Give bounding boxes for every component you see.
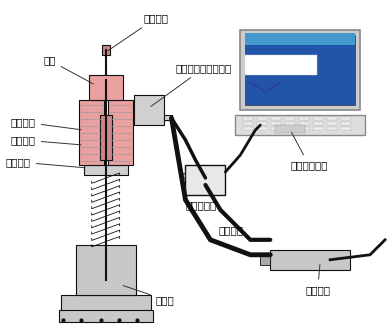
Text: 顶母: 顶母: [43, 55, 93, 84]
FancyBboxPatch shape: [271, 117, 281, 120]
FancyBboxPatch shape: [245, 55, 317, 75]
Text: 油缸支座: 油缸支座: [6, 157, 85, 168]
FancyBboxPatch shape: [245, 35, 355, 105]
FancyBboxPatch shape: [271, 127, 281, 130]
FancyBboxPatch shape: [243, 117, 253, 120]
FancyBboxPatch shape: [245, 33, 355, 45]
Text: 提升油缸: 提升油缸: [11, 135, 81, 145]
FancyBboxPatch shape: [257, 127, 267, 130]
FancyBboxPatch shape: [313, 122, 323, 125]
FancyBboxPatch shape: [235, 115, 365, 135]
FancyBboxPatch shape: [285, 117, 295, 120]
FancyBboxPatch shape: [313, 117, 323, 120]
FancyBboxPatch shape: [271, 122, 281, 125]
FancyBboxPatch shape: [240, 30, 360, 110]
FancyBboxPatch shape: [327, 117, 337, 120]
FancyBboxPatch shape: [257, 122, 267, 125]
FancyBboxPatch shape: [59, 310, 152, 322]
Text: 液压油管: 液压油管: [218, 225, 243, 235]
FancyBboxPatch shape: [327, 122, 337, 125]
FancyBboxPatch shape: [84, 165, 128, 175]
FancyBboxPatch shape: [341, 122, 351, 125]
FancyBboxPatch shape: [299, 122, 309, 125]
FancyBboxPatch shape: [341, 127, 351, 130]
FancyBboxPatch shape: [89, 75, 123, 100]
FancyBboxPatch shape: [108, 100, 133, 165]
FancyBboxPatch shape: [79, 100, 104, 165]
FancyBboxPatch shape: [260, 255, 270, 265]
FancyBboxPatch shape: [102, 45, 110, 55]
Text: 手动油泵: 手动油泵: [305, 264, 330, 295]
FancyBboxPatch shape: [243, 122, 253, 125]
FancyBboxPatch shape: [61, 295, 151, 313]
Text: 数据采集终端: 数据采集终端: [290, 132, 328, 170]
Text: 连接螺母: 连接螺母: [11, 117, 81, 130]
FancyBboxPatch shape: [275, 125, 305, 133]
FancyBboxPatch shape: [285, 127, 295, 130]
FancyBboxPatch shape: [257, 117, 267, 120]
FancyBboxPatch shape: [180, 173, 185, 178]
FancyBboxPatch shape: [299, 117, 309, 120]
FancyBboxPatch shape: [243, 127, 253, 130]
FancyBboxPatch shape: [76, 245, 135, 295]
FancyBboxPatch shape: [341, 117, 351, 120]
Text: 中心连杆: 中心连杆: [108, 13, 168, 51]
FancyBboxPatch shape: [164, 115, 171, 120]
FancyBboxPatch shape: [100, 115, 112, 160]
FancyBboxPatch shape: [134, 95, 164, 125]
Text: 数据采集器: 数据采集器: [185, 200, 217, 210]
FancyBboxPatch shape: [327, 127, 337, 130]
FancyBboxPatch shape: [285, 122, 295, 125]
Text: 安全阀: 安全阀: [123, 286, 174, 305]
FancyBboxPatch shape: [313, 127, 323, 130]
FancyBboxPatch shape: [185, 165, 225, 195]
FancyBboxPatch shape: [270, 250, 350, 270]
FancyBboxPatch shape: [299, 127, 309, 130]
Text: 单体双量程力传感器: 单体双量程力传感器: [151, 63, 232, 107]
